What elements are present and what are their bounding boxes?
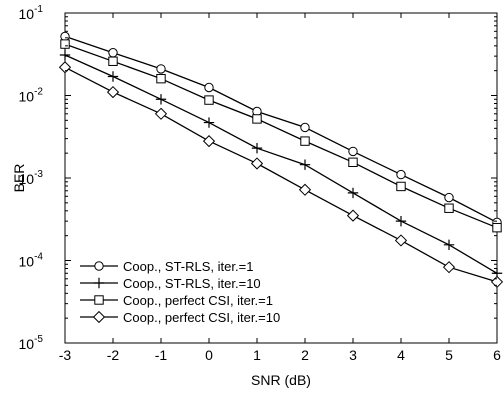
x-tick-label: 1 bbox=[253, 347, 261, 363]
data-point-circle bbox=[348, 146, 358, 157]
legend-entry-label: Coop., perfect CSI, iter.=10 bbox=[123, 310, 280, 325]
legend: Coop., ST-RLS, iter.=1 Coop., ST-RLS, ite… bbox=[80, 259, 280, 325]
data-point-circle bbox=[300, 122, 310, 133]
legend-marker-diamond bbox=[92, 310, 106, 324]
x-tick-label: 5 bbox=[445, 347, 453, 363]
data-point-square bbox=[108, 56, 118, 66]
data-point-square bbox=[348, 157, 358, 167]
data-point-plus bbox=[251, 142, 263, 154]
data-point-circle bbox=[156, 64, 166, 74]
y-tick-label: 10-1 bbox=[19, 4, 44, 22]
x-axis-label: SNR (dB) bbox=[251, 372, 311, 388]
legend-marker-square bbox=[94, 295, 104, 305]
data-point-square bbox=[156, 73, 166, 84]
data-point-diamond bbox=[250, 157, 264, 170]
data-point-square bbox=[300, 136, 310, 146]
data-point-square bbox=[204, 95, 214, 105]
legend-marker-circle bbox=[94, 261, 104, 271]
data-point-square bbox=[60, 39, 70, 49]
data-point-circle bbox=[204, 82, 214, 93]
data-point-square bbox=[252, 114, 262, 124]
data-point-square bbox=[396, 181, 406, 192]
legend-marker-plus bbox=[93, 277, 105, 289]
y-tick-label: 10-3 bbox=[19, 169, 44, 187]
data-point-diamond bbox=[106, 85, 120, 99]
x-tick-label: 4 bbox=[397, 347, 405, 363]
y-tick-label: 10-5 bbox=[19, 334, 44, 352]
x-tick-label: 0 bbox=[205, 347, 213, 363]
legend-entry-label: Coop., ST-RLS, iter.=1 bbox=[123, 259, 253, 274]
data-point-diamond bbox=[346, 209, 360, 222]
legend-entry-label: Coop., ST-RLS, iter.=10 bbox=[123, 276, 261, 291]
x-tick-label: 6 bbox=[493, 347, 501, 363]
series-line-1 bbox=[64, 35, 498, 223]
series-line-3 bbox=[64, 43, 498, 229]
data-point-circle bbox=[108, 48, 118, 58]
data-point-square bbox=[492, 222, 502, 233]
data-point-plus bbox=[203, 117, 215, 128]
y-tick-label: 10-4 bbox=[19, 252, 44, 270]
y-tick-label: 10-2 bbox=[19, 87, 44, 105]
data-point-square bbox=[444, 203, 454, 213]
axis-tick-labels: -3 -2 -1 0 1 2 3 4 5 6 10-5 10-4 10-3 10-2 10-1 bbox=[19, 4, 502, 363]
y-axis-label: BER bbox=[11, 164, 27, 193]
x-tick-label: -2 bbox=[107, 347, 120, 363]
data-point-plus bbox=[395, 215, 407, 227]
axis-ticks bbox=[64, 12, 498, 344]
data-point-diamond bbox=[154, 107, 168, 120]
series-lines bbox=[64, 35, 498, 283]
data-point-plus bbox=[347, 187, 359, 199]
data-point-diamond bbox=[58, 61, 72, 74]
data-point-diamond bbox=[298, 183, 312, 196]
data-point-plus bbox=[59, 49, 71, 61]
plot-area bbox=[64, 12, 498, 344]
data-point-diamond bbox=[202, 135, 216, 148]
x-tick-label: 3 bbox=[349, 347, 357, 363]
data-point-diamond bbox=[442, 261, 456, 274]
series-line-2 bbox=[64, 54, 498, 274]
data-point-plus bbox=[299, 159, 311, 170]
data-point-circle bbox=[60, 31, 70, 42]
data-point-plus bbox=[443, 239, 455, 250]
data-point-plus bbox=[107, 71, 119, 82]
data-point-circle bbox=[444, 192, 454, 203]
x-tick-label: -1 bbox=[155, 347, 168, 363]
data-point-circle bbox=[396, 169, 406, 180]
data-point-diamond bbox=[394, 234, 408, 247]
data-point-diamond bbox=[490, 275, 504, 289]
x-tick-label: 2 bbox=[301, 347, 309, 363]
series-markers bbox=[58, 31, 504, 289]
legend-entry-label: Coop., perfect CSI, iter.=1 bbox=[123, 293, 273, 308]
series-line-4 bbox=[64, 66, 498, 283]
x-tick-label: -3 bbox=[59, 347, 72, 363]
data-point-plus bbox=[155, 94, 167, 105]
